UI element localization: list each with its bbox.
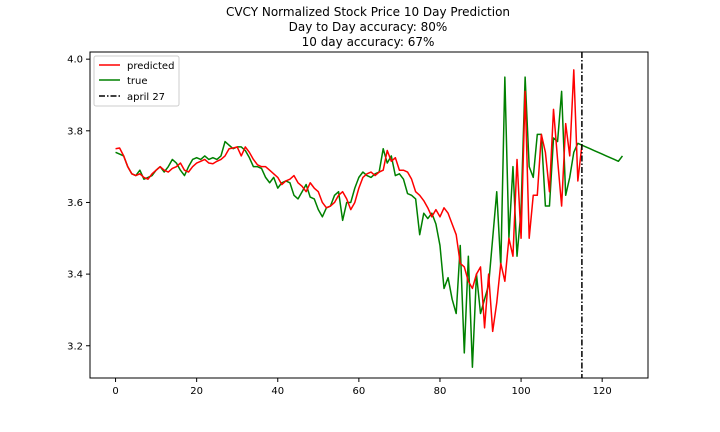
chart-subtitle-line-1: Day to Day accuracy: 80% xyxy=(289,20,448,34)
y-tick-label: 4.0 xyxy=(67,55,83,66)
series-line-true xyxy=(115,76,624,368)
x-tick-label: 60 xyxy=(352,386,365,397)
chart-subtitle-line-2: 10 day accuracy: 67% xyxy=(302,35,435,49)
y-tick-label: 3.8 xyxy=(67,126,83,137)
legend: predicted true april 27 xyxy=(93,55,180,107)
y-tick-label: 3.6 xyxy=(67,198,83,209)
x-tick-label: 80 xyxy=(434,386,447,397)
plot-frame xyxy=(89,51,649,379)
x-tick-label: 40 xyxy=(271,386,284,397)
y-tick-label: 3.4 xyxy=(67,270,83,281)
legend-label-predicted: predicted xyxy=(127,61,174,72)
chart-title: CVCY Normalized Stock Price 10 Day Predi… xyxy=(226,5,510,19)
y-tick-label: 3.2 xyxy=(67,341,83,352)
x-tick-label: 120 xyxy=(593,386,612,397)
x-axis-ticks: 0 20 40 60 80 100 120 xyxy=(112,378,612,397)
x-tick-label: 100 xyxy=(512,386,531,397)
y-axis-ticks: 3.2 3.4 3.6 3.8 4.0 xyxy=(67,55,90,352)
legend-label-april-27: april 27 xyxy=(127,92,165,103)
legend-label-true: true xyxy=(127,76,148,87)
x-tick-label: 0 xyxy=(112,386,118,397)
legend-box xyxy=(93,55,180,107)
series-line-predicted xyxy=(115,69,583,333)
x-tick-label: 20 xyxy=(190,386,203,397)
plot-lines xyxy=(115,52,624,378)
